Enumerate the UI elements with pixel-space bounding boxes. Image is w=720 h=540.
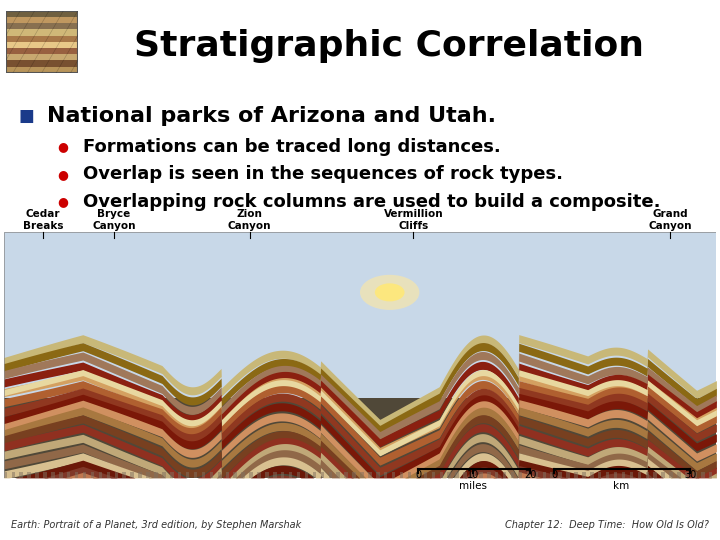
Text: Overlap is seen in the sequences of rock types.: Overlap is seen in the sequences of rock… — [83, 165, 563, 184]
Text: ●: ● — [58, 168, 68, 181]
Bar — [6, 48, 78, 54]
Ellipse shape — [375, 284, 405, 301]
Bar — [6, 29, 78, 36]
Text: Chapter 12:  Deep Time:  How Old Is Old?: Chapter 12: Deep Time: How Old Is Old? — [505, 520, 709, 530]
Ellipse shape — [360, 275, 420, 310]
Bar — [6, 17, 78, 23]
Bar — [6, 42, 78, 48]
Text: ■: ■ — [18, 107, 34, 125]
Bar — [4, 397, 716, 478]
Text: 0: 0 — [552, 470, 557, 480]
Text: ●: ● — [58, 140, 68, 153]
Bar — [6, 36, 78, 42]
Text: 30: 30 — [684, 470, 697, 480]
Bar — [6, 54, 78, 60]
Bar — [6, 23, 78, 29]
Bar — [6, 60, 78, 66]
Text: ●: ● — [58, 195, 68, 208]
Text: miles: miles — [459, 481, 487, 491]
Text: Grand
Canyon: Grand Canyon — [648, 209, 692, 231]
Text: Cedar
Breaks: Cedar Breaks — [22, 209, 63, 231]
Text: Earth: Portrait of a Planet, 3rd edition, by Stephen Marshak: Earth: Portrait of a Planet, 3rd edition… — [11, 520, 301, 530]
Text: 0: 0 — [415, 470, 421, 480]
Text: km: km — [613, 481, 629, 491]
Text: Bryce
Canyon: Bryce Canyon — [92, 209, 136, 231]
Text: National parks of Arizona and Utah.: National parks of Arizona and Utah. — [47, 106, 496, 126]
Text: Stratigraphic Correlation: Stratigraphic Correlation — [134, 29, 644, 63]
Bar — [4, 232, 716, 418]
Text: Zion
Canyon: Zion Canyon — [228, 209, 271, 231]
Text: Overlapping rock columns are used to build a composite.: Overlapping rock columns are used to bui… — [83, 193, 660, 211]
Bar — [6, 66, 78, 73]
Text: 10: 10 — [467, 470, 479, 480]
Text: 20: 20 — [524, 470, 536, 480]
Text: Vermillion
Cliffs: Vermillion Cliffs — [384, 209, 444, 231]
Text: Formations can be traced long distances.: Formations can be traced long distances. — [83, 138, 500, 156]
Bar — [6, 11, 78, 17]
